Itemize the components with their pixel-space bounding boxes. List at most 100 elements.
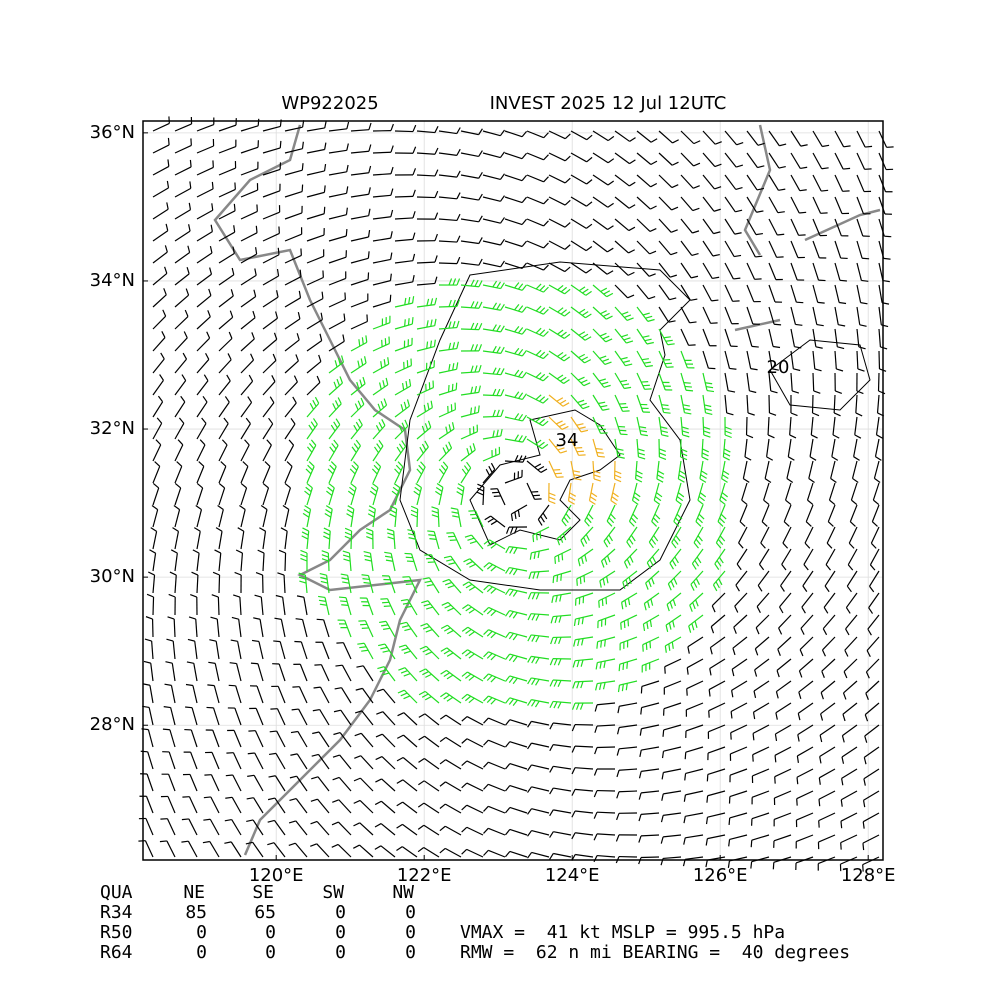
barb-feather <box>573 639 576 647</box>
wind-barb <box>658 416 663 435</box>
wind-barb <box>328 466 337 484</box>
barb-feather <box>662 729 665 737</box>
wind-barb <box>428 577 440 594</box>
wind-barb <box>372 445 384 462</box>
barb-feather <box>333 439 339 446</box>
barb-feather <box>246 797 254 800</box>
wind-barb <box>394 385 411 396</box>
barb-feather <box>555 444 563 448</box>
barb-feather <box>678 474 686 479</box>
wind-barb <box>711 592 726 607</box>
barb-feather <box>363 356 367 364</box>
wind-barb <box>324 597 330 616</box>
barb-feather <box>439 759 446 765</box>
wind-barb <box>731 680 748 691</box>
barb-feather <box>713 231 721 235</box>
wind-barb <box>504 438 523 443</box>
barb-feather <box>233 594 241 598</box>
wind-barb <box>531 613 550 616</box>
barb-feather <box>448 278 453 286</box>
wind-barb <box>359 822 374 836</box>
barb-feather <box>670 580 675 588</box>
barb-feather <box>553 658 558 666</box>
barb-feather <box>734 254 742 258</box>
barb-feather <box>795 323 803 326</box>
barb-feather <box>418 758 425 763</box>
wind-barb <box>240 359 254 374</box>
wind-barb <box>680 152 694 167</box>
barb-feather <box>359 379 363 387</box>
wind-barb <box>844 636 858 651</box>
wind-barb <box>606 504 616 522</box>
barb-feather <box>535 679 540 686</box>
barb-feather <box>719 499 726 506</box>
wind-barb <box>702 218 714 234</box>
wind-barb <box>388 575 396 594</box>
barb-feather <box>234 571 242 576</box>
barb-feather <box>697 535 703 542</box>
wind-barb <box>526 328 544 337</box>
barb-feather <box>619 379 628 383</box>
barb-feather <box>422 671 429 676</box>
wind-barb <box>273 842 286 858</box>
barb-feather <box>855 412 863 417</box>
barb-feather <box>659 452 667 456</box>
barb-feather <box>364 558 372 562</box>
wind-barb <box>752 724 770 734</box>
wind-barb <box>753 680 770 692</box>
wind-barb <box>763 482 770 501</box>
wind-barb <box>812 196 822 214</box>
barb-feather <box>715 581 720 589</box>
barb-feather <box>676 513 683 520</box>
wind-barb <box>488 695 506 704</box>
wind-barb <box>553 852 572 858</box>
wind-barb <box>218 252 235 264</box>
barb-feather <box>478 258 483 266</box>
barb-feather <box>857 368 865 372</box>
wind-barb <box>284 318 301 330</box>
barb-feather <box>654 513 661 520</box>
title-right: INVEST 2025 12 Jul 12UTC <box>490 93 727 114</box>
barb-feather <box>389 273 392 281</box>
barb-feather <box>555 595 558 603</box>
wind-barb <box>874 438 880 457</box>
barb-feather <box>661 793 664 801</box>
wind-barb <box>350 129 369 132</box>
barb-feather <box>245 841 253 845</box>
wind-barb <box>592 196 609 208</box>
table-cell: 0 <box>335 902 346 923</box>
barb-feather <box>649 559 654 567</box>
wind-barb <box>636 174 651 188</box>
barb-feather <box>323 185 326 193</box>
wind-barb <box>466 804 484 814</box>
barb-feather <box>571 724 576 732</box>
barb-feather <box>534 700 540 708</box>
barb-feather <box>599 580 602 588</box>
barb-feather <box>861 279 869 282</box>
wind-barb <box>240 444 250 462</box>
barb-feather <box>512 590 518 597</box>
barb-feather <box>273 640 281 643</box>
barb-feather <box>464 695 472 702</box>
wind-barb <box>834 306 839 325</box>
barb-feather <box>527 764 532 772</box>
wind-barb <box>496 488 506 506</box>
barb-feather <box>539 373 546 380</box>
wind-barb <box>416 346 435 352</box>
wind-barb <box>196 401 208 418</box>
barb-feather <box>380 646 388 650</box>
barb-feather <box>346 143 349 151</box>
barb-feather <box>722 470 730 476</box>
barb-feather <box>594 725 598 733</box>
barb-feather <box>372 482 379 489</box>
barb-feather <box>339 376 344 384</box>
wind-barb <box>570 460 576 479</box>
wind-barb <box>875 416 880 435</box>
barb-feather <box>418 713 426 718</box>
wind-barb <box>626 526 638 543</box>
barb-feather <box>643 361 651 364</box>
barb-feather <box>845 628 850 636</box>
wind-barb <box>218 531 223 550</box>
barb-feather <box>701 452 709 457</box>
wind-barb <box>284 339 300 352</box>
